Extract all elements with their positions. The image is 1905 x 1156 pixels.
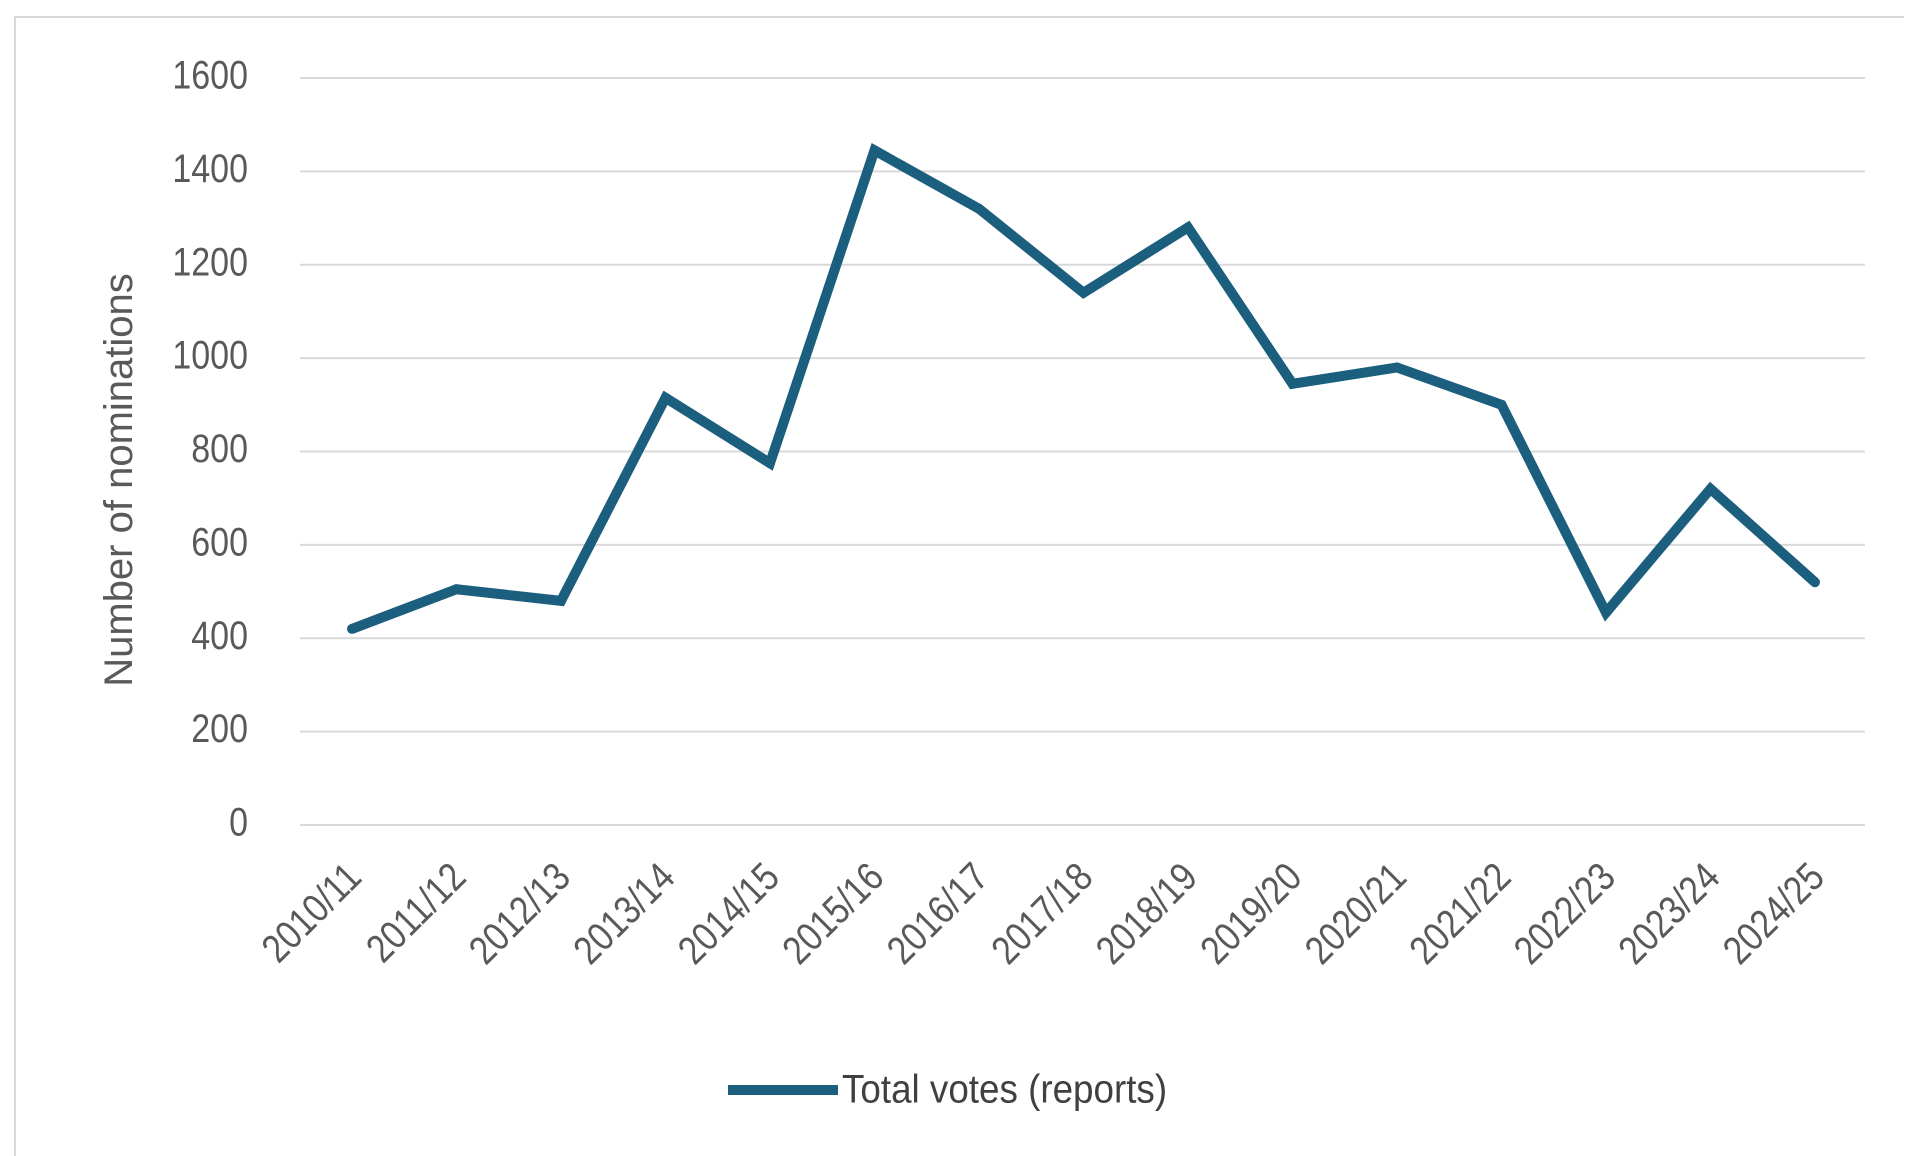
y-tick-label: 1600 [172,52,248,97]
x-tick-label: 2020/21 [1296,854,1415,973]
x-tick-label: 2022/23 [1505,854,1624,973]
data-point [1392,362,1402,373]
x-tick-label: 2019/20 [1191,854,1310,973]
x-tick-label: 2021/22 [1400,854,1519,973]
x-tick-label: 2018/19 [1087,854,1206,973]
legend-label: Total votes (reports) [842,1067,1167,1112]
data-point [765,458,775,469]
data-point [1705,483,1716,494]
series-layer [347,143,1820,634]
data-point [1601,607,1611,618]
y-tick-label: 400 [191,612,248,657]
y-tick-label: 600 [191,519,248,564]
x-axis-ticks: 2010/112011/122012/132013/142014/152015/… [252,854,1832,973]
series-line [350,143,1819,634]
legend: Total votes (reports) [728,1067,1167,1112]
data-point [556,595,566,606]
x-tick-label: 2016/17 [878,854,997,973]
y-axis-ticks: 0 200 400 600 800 1000 1200 1400 1600 [172,52,248,844]
y-axis-title: Number of nominations [97,273,141,687]
gridlines [300,77,1865,826]
x-tick-label: 2010/11 [252,854,369,971]
x-tick-label: 2013/14 [564,854,683,973]
y-tick-label: 1000 [172,332,248,377]
data-point [1183,222,1193,233]
x-tick-label: 2015/16 [773,854,892,973]
x-tick-label: 2024/25 [1714,854,1833,973]
x-tick-label: 2023/24 [1609,854,1728,973]
data-point [1496,399,1507,410]
y-tick-label: 1400 [172,145,248,190]
x-tick-label: 2017/18 [982,854,1101,973]
data-point [1287,378,1298,389]
y-tick-label: 0 [229,799,248,844]
data-point [869,145,880,156]
data-point [660,392,671,403]
data-point [347,623,357,634]
x-tick-label: 2011/12 [357,854,474,971]
data-point [451,584,462,595]
x-tick-label: 2014/15 [669,854,788,973]
y-tick-label: 800 [191,425,248,470]
y-tick-label: 200 [191,706,248,751]
data-point [974,203,984,214]
data-point [1078,287,1089,298]
y-tick-label: 1200 [172,239,248,284]
x-tick-label: 2012/13 [460,854,579,973]
data-point [1810,577,1820,588]
